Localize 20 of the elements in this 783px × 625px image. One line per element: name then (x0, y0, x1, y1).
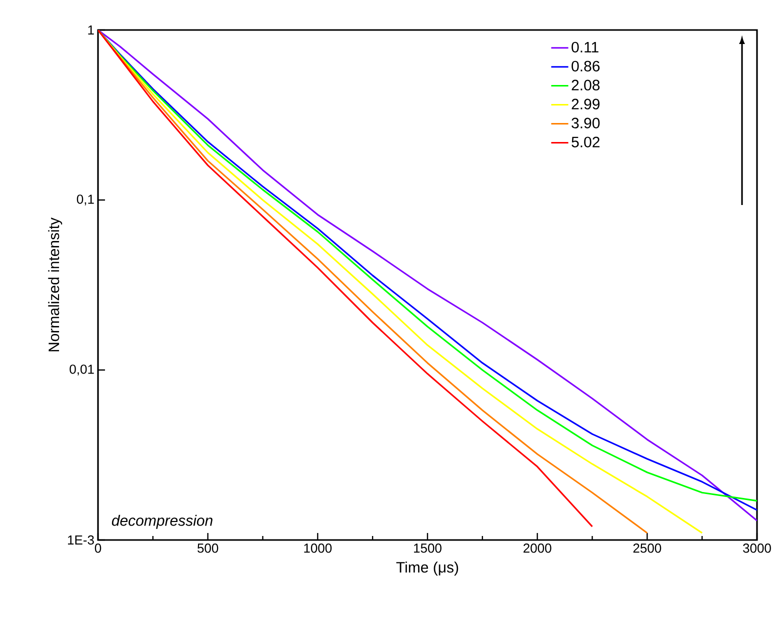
x-axis-title: Time (μs) (396, 562, 458, 576)
y-tick-label: 1 (88, 26, 94, 34)
x-tick-label: 500 (198, 544, 218, 553)
x-tick-label: 3000 (743, 544, 771, 553)
legend-label: 0.11 (572, 42, 598, 52)
legend-label: 2.08 (572, 80, 600, 90)
y-axis-title: Normalized intensity (48, 218, 62, 352)
y-tick-label: 0,1 (76, 194, 94, 206)
x-tick-label: 0 (94, 544, 102, 553)
legend-label: 2.99 (572, 98, 600, 110)
x-tick-label: 1500 (414, 544, 442, 553)
legend-label: 5.02 (572, 136, 600, 148)
y-tick-label: 1E-3 (68, 535, 94, 545)
x-tick-label: 1000 (304, 544, 332, 553)
annotation: decompression (112, 514, 212, 529)
y-tick-label: 0,01 (70, 364, 94, 376)
x-tick-label: 2500 (633, 544, 662, 553)
x-tick-label: 2000 (524, 544, 552, 553)
legend-label: 3.90 (572, 118, 600, 128)
legend-label: 0.86 (572, 60, 600, 72)
